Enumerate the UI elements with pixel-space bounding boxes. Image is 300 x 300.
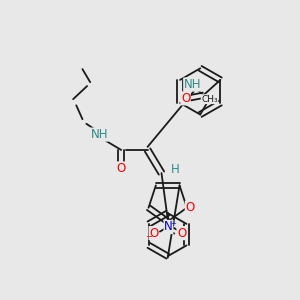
Text: NH: NH — [91, 128, 108, 141]
Text: O: O — [149, 226, 158, 240]
Text: O: O — [117, 162, 126, 175]
Text: CH₃: CH₃ — [201, 94, 218, 103]
Text: O: O — [181, 92, 190, 105]
Text: +: + — [170, 221, 176, 227]
Text: NH: NH — [184, 78, 201, 91]
Text: −: − — [145, 232, 152, 242]
Text: N: N — [164, 220, 173, 233]
Text: O: O — [177, 226, 186, 240]
Text: O: O — [185, 201, 195, 214]
Text: H: H — [171, 163, 180, 176]
